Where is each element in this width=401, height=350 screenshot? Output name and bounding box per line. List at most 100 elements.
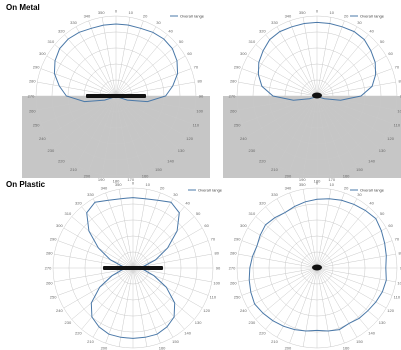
grid-spoke: [75, 95, 117, 166]
grid-spoke: [92, 267, 134, 338]
grid-spoke: [316, 17, 332, 97]
grid-spoke: [54, 267, 134, 283]
grid-spoke: [238, 95, 318, 111]
angle-label: 300: [39, 51, 46, 56]
angle-label: 0: [316, 181, 319, 186]
polar-chart-2: 0102030405060708090100110120130140150160…: [223, 9, 401, 184]
angle-label: 260: [230, 280, 237, 285]
grid-spoke: [241, 240, 318, 269]
angle-label: 40: [185, 200, 190, 205]
angle-label: 80: [197, 79, 202, 84]
angle-label: 60: [388, 223, 393, 228]
angle-label: 230: [65, 320, 72, 325]
grid-spoke: [132, 192, 161, 269]
angle-label: 230: [48, 148, 55, 153]
grid-spoke: [316, 95, 358, 166]
grid-spoke: [316, 95, 369, 158]
grid-spoke: [37, 81, 117, 97]
angle-label: 90: [400, 266, 401, 271]
angle-label: 90: [216, 266, 221, 271]
angle-label: 140: [368, 159, 375, 164]
angle-label: 10: [330, 10, 335, 15]
angle-label: 320: [259, 200, 266, 205]
grid-spoke: [241, 95, 318, 124]
grid-spoke: [71, 216, 134, 269]
grid-spoke: [316, 44, 379, 97]
grid-spoke: [115, 55, 186, 97]
grid-spoke: [255, 95, 318, 148]
grid-spoke: [316, 227, 387, 269]
grid-spoke: [238, 253, 318, 269]
angle-label: 340: [101, 186, 108, 191]
grid-spoke: [64, 95, 117, 158]
angle-label: 0: [132, 181, 135, 186]
grid-spoke: [115, 81, 195, 97]
angle-label: 250: [50, 295, 57, 300]
grid-spoke: [132, 267, 148, 347]
grid-spoke: [302, 95, 318, 175]
angle-label: 230: [249, 320, 256, 325]
angle-label: 20: [344, 14, 349, 19]
angle-label: 160: [343, 173, 350, 178]
angle-label: 90: [199, 94, 204, 99]
grid-spoke: [265, 206, 318, 269]
grid-spoke: [75, 26, 117, 97]
angle-label: 260: [46, 280, 53, 285]
angle-label: 220: [259, 159, 266, 164]
grid-spoke: [132, 267, 209, 296]
angle-label: 120: [203, 308, 210, 313]
angle-label: 240: [240, 136, 247, 141]
grid-spoke: [289, 20, 318, 97]
angle-label: 240: [240, 308, 247, 313]
grid-spoke: [247, 267, 318, 309]
angle-label: 150: [155, 167, 162, 172]
angle-label: 160: [159, 345, 166, 350]
angle-label: 30: [357, 192, 362, 197]
angle-label: 260: [230, 108, 237, 113]
grid-spoke: [118, 189, 134, 269]
grid-spoke: [316, 95, 387, 137]
angle-label: 70: [194, 64, 199, 69]
angle-label: 340: [285, 14, 292, 19]
grid-spoke: [316, 267, 332, 347]
grid-spoke: [316, 206, 369, 269]
angle-label: 270: [229, 266, 236, 271]
grid-spoke: [265, 267, 318, 330]
grid-spoke: [115, 26, 157, 97]
angle-label: 270: [229, 94, 236, 99]
grid-spoke: [276, 95, 318, 166]
angle-label: 210: [271, 339, 278, 344]
grid-spoke: [265, 34, 318, 97]
grid-spoke: [238, 81, 318, 97]
grid-spoke: [54, 253, 134, 269]
angle-label: 250: [33, 123, 40, 128]
angle-label: 30: [156, 20, 161, 25]
grid-spoke: [276, 26, 318, 97]
angle-label: 310: [249, 211, 256, 216]
angle-label: 0: [316, 9, 319, 14]
grid-spoke: [57, 240, 134, 269]
angle-label: 330: [271, 20, 278, 25]
grid-spoke: [247, 95, 318, 137]
grid-spoke: [115, 95, 186, 137]
angle-label: 290: [33, 64, 40, 69]
angle-label: 230: [249, 148, 256, 153]
grid-spoke: [316, 95, 396, 111]
grid-spoke: [132, 267, 195, 320]
angle-label: 100: [213, 280, 220, 285]
angle-label: 110: [394, 295, 401, 300]
angle-label: 0: [115, 9, 118, 14]
shaded-half: [223, 96, 401, 178]
polar-chart-1: 0 102030405060708090100110120130140150160…: [22, 9, 210, 184]
angle-label: 200: [84, 173, 91, 178]
grid-spoke: [81, 267, 134, 330]
angle-label: 180: [113, 179, 120, 184]
legend-label: Overall range: [360, 188, 385, 193]
angle-label: 330: [70, 20, 77, 25]
grid-spoke: [132, 198, 174, 269]
angle-label: 350: [299, 10, 306, 15]
angle-label: 80: [398, 79, 401, 84]
angle-label: 110: [210, 295, 217, 300]
angle-label: 280: [230, 251, 237, 256]
